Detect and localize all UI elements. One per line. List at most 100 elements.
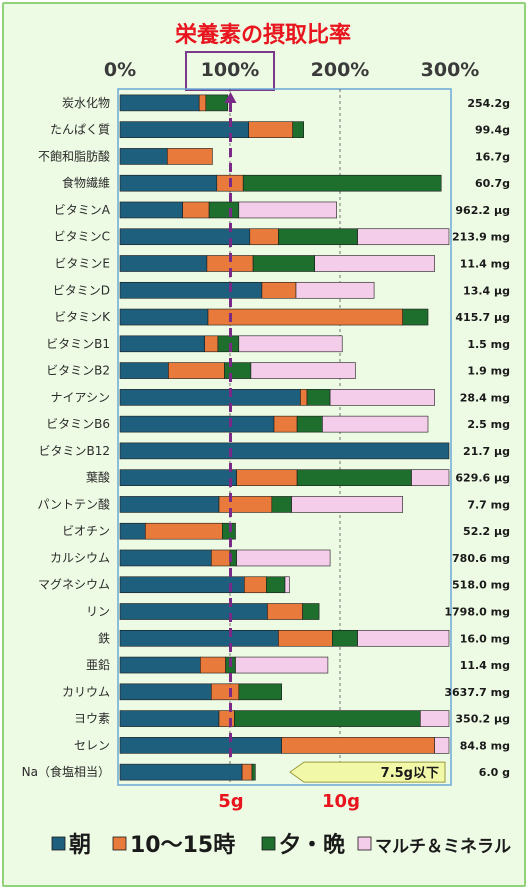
bar-segment <box>434 737 450 754</box>
bar-segment <box>419 710 450 727</box>
category-label: ヨウ素 <box>74 712 110 726</box>
value-label: 28.4 mg <box>460 391 510 404</box>
value-label: 1.5 mg <box>467 338 510 351</box>
chart-title: 栄養素の摂取比率 <box>174 22 351 48</box>
bar-segment <box>119 415 275 433</box>
category-label: カリウム <box>62 685 110 699</box>
bar-segment <box>119 255 208 272</box>
category-label: ビタミンB6 <box>46 417 110 431</box>
bar-segment <box>119 335 205 353</box>
bar-segment <box>300 389 308 406</box>
bar-segment <box>281 737 435 754</box>
bar-segment <box>402 308 429 326</box>
bar-segment <box>119 629 279 647</box>
bar-segment <box>302 603 320 620</box>
bar-segment <box>207 308 403 326</box>
bar-segment <box>238 335 343 353</box>
bar-segment <box>217 335 240 353</box>
bar-segment <box>119 576 245 594</box>
bar-segment <box>251 763 256 781</box>
na-limit-callout <box>289 761 446 783</box>
category-label: たんぱく質 <box>50 122 110 137</box>
x-tick-label: 100% <box>201 59 260 81</box>
plot-area <box>117 88 452 786</box>
bar-segment <box>168 362 225 379</box>
category-label: 食物繊維 <box>62 175 110 190</box>
bar-segment <box>291 496 404 513</box>
bar-segment <box>322 415 429 433</box>
value-label: 11.4 mg <box>460 659 510 672</box>
value-label: 350.2 μg <box>455 713 510 726</box>
bar-segment <box>208 201 240 219</box>
category-label: ビタミンB12 <box>38 444 110 458</box>
bar-segment <box>119 389 301 406</box>
category-label: 炭水化物 <box>62 96 110 110</box>
bar-segment <box>119 281 263 299</box>
category-label: ビタミンE <box>54 257 110 271</box>
bar-segment <box>119 656 201 674</box>
bar-segment <box>167 148 213 165</box>
bar-segment <box>119 683 212 701</box>
bar-segment <box>261 281 297 299</box>
category-label: ビタミンK <box>54 310 111 324</box>
value-label: 3637.7 mg <box>444 686 510 699</box>
value-label: 13.4 μg <box>463 284 510 297</box>
na-scale-label: 10g <box>322 791 360 812</box>
bar-segment <box>244 576 267 594</box>
bar-segment <box>211 549 231 567</box>
value-label: 60.7g <box>475 177 510 190</box>
bar-segment <box>119 763 243 781</box>
value-label: 213.9 mg <box>452 231 510 244</box>
category-label: リン <box>86 605 110 619</box>
category-label: ビタミンB2 <box>46 364 110 378</box>
category-label: ビタミンA <box>54 203 111 217</box>
bar-segment <box>182 201 210 219</box>
value-label: 52.2 μg <box>463 525 510 538</box>
bar-segment <box>235 656 329 674</box>
bar-segment <box>278 629 333 647</box>
bar-segment <box>295 281 375 299</box>
bar-segment <box>119 308 209 326</box>
value-label: 16.0 mg <box>460 632 510 645</box>
bar-segment <box>314 255 435 272</box>
bar-segment <box>119 549 212 567</box>
category-label: カルシウム <box>50 551 110 565</box>
value-label: 84.8 mg <box>460 739 510 752</box>
reference-arrow-head <box>224 92 237 103</box>
value-label: 780.6 mg <box>452 552 510 565</box>
bar-segment <box>222 522 236 540</box>
bar-segment <box>278 228 358 246</box>
value-label: 11.4 mg <box>460 258 510 271</box>
bar-segment <box>211 683 240 701</box>
legend-swatch <box>112 836 127 851</box>
bar-segment <box>119 710 220 727</box>
value-label: 21.7 μg <box>463 445 510 458</box>
value-label: 16.7g <box>475 150 510 163</box>
category-label: ビタミンC <box>54 230 110 244</box>
bar-segment <box>119 496 220 513</box>
bar-segment <box>119 522 146 540</box>
legend-swatch <box>357 836 372 851</box>
legend-label: 朝 <box>69 832 91 858</box>
bar-segment <box>119 94 200 112</box>
legend-swatch <box>51 836 66 851</box>
bar-segment <box>119 603 268 620</box>
value-label: 629.6 μg <box>455 472 510 485</box>
value-label: 1798.0 mg <box>444 606 510 619</box>
value-label: 7.7 mg <box>467 498 510 511</box>
bar-segment <box>236 469 298 486</box>
bar-segment <box>238 201 338 219</box>
bar-segment <box>145 522 223 540</box>
category-label: マグネシウム <box>38 578 110 592</box>
bar-segment <box>200 656 226 674</box>
bar-segment <box>252 255 316 272</box>
bar-segment <box>224 362 252 379</box>
category-label: ナイアシン <box>50 390 110 404</box>
bar-segment <box>236 549 331 567</box>
category-label: 不飽和脂肪酸 <box>38 148 110 163</box>
category-label: 亜鉛 <box>86 658 110 672</box>
legend-swatch <box>261 836 276 851</box>
bar-segment <box>234 710 421 727</box>
legend-label: 夕・晩 <box>279 832 345 858</box>
category-label: 鉄 <box>98 630 110 645</box>
